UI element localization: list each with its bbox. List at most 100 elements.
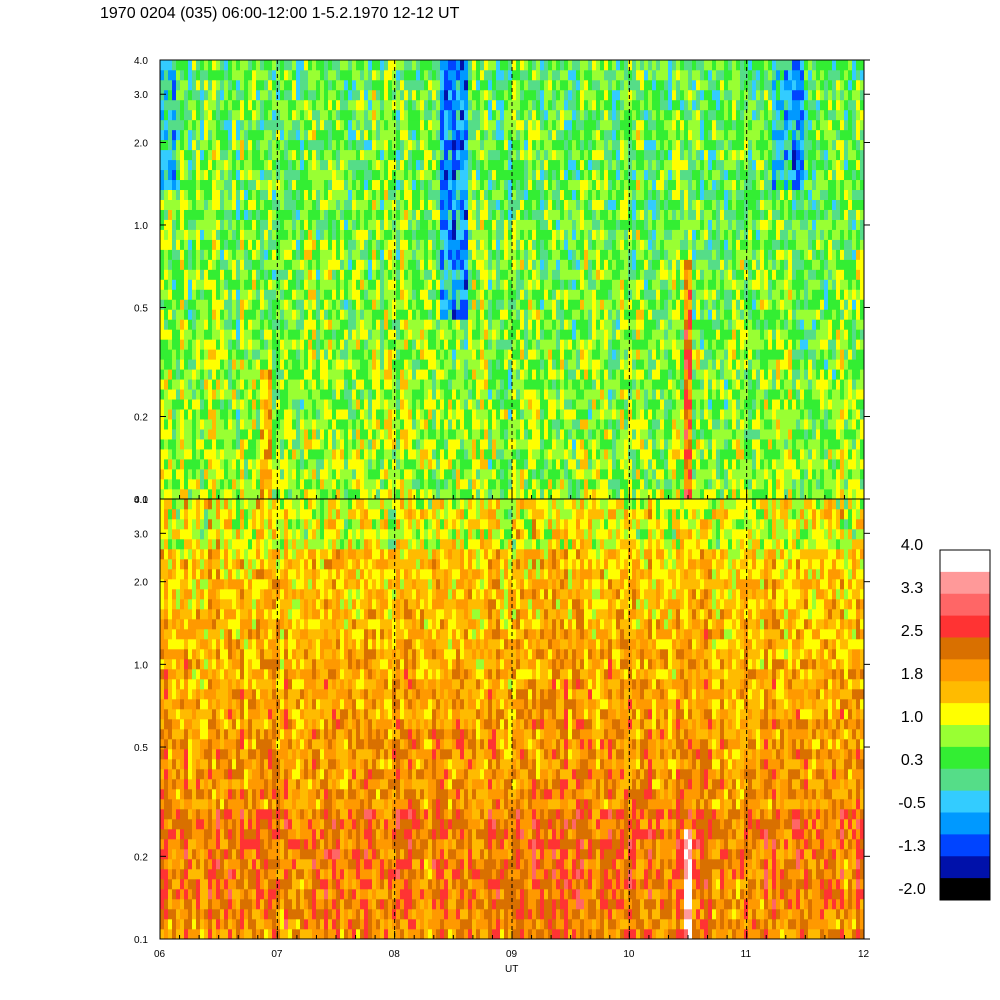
heatmap-cell	[612, 349, 617, 360]
heatmap-cell	[308, 99, 313, 111]
heatmap-cell	[476, 189, 481, 200]
heatmap-cell	[296, 249, 301, 260]
heatmap-cell	[576, 449, 581, 460]
heatmap-cell	[380, 189, 385, 200]
heatmap-cell	[376, 409, 381, 420]
heatmap-cell	[232, 139, 237, 151]
heatmap-cell	[212, 399, 217, 410]
heatmap-cell	[484, 149, 489, 161]
heatmap-cell	[512, 469, 517, 480]
heatmap-cell	[488, 419, 493, 430]
heatmap-cell	[192, 159, 197, 171]
heatmap-cell	[464, 179, 469, 191]
heatmap-cell	[368, 449, 373, 460]
heatmap-cell	[188, 339, 193, 350]
heatmap-cell	[484, 269, 489, 280]
heatmap-cell	[444, 409, 449, 420]
heatmap-cell	[432, 269, 437, 280]
heatmap-cell	[368, 129, 373, 141]
heatmap-cell	[608, 459, 613, 470]
heatmap-cell	[572, 469, 577, 480]
heatmap-cell	[540, 399, 545, 410]
heatmap-cell	[256, 419, 261, 430]
heatmap-cell	[484, 229, 489, 240]
heatmap-cell	[168, 129, 173, 141]
heatmap-cell	[540, 289, 545, 300]
heatmap-cell	[320, 339, 325, 350]
heatmap-cell	[420, 419, 425, 430]
heatmap-cell	[284, 69, 289, 81]
heatmap-cell	[280, 379, 285, 390]
heatmap-cell	[492, 129, 497, 141]
heatmap-cell	[324, 129, 329, 141]
heatmap-cell	[208, 109, 213, 121]
heatmap-cell	[164, 179, 169, 191]
heatmap-cell	[368, 389, 373, 400]
heatmap-cell	[256, 209, 261, 220]
heatmap-cell	[268, 159, 273, 171]
heatmap-cell	[312, 489, 317, 500]
heatmap-cell	[364, 119, 369, 131]
heatmap-cell	[200, 189, 205, 200]
heatmap-cell	[356, 409, 361, 420]
heatmap-cell	[164, 149, 169, 161]
heatmap-cell	[352, 219, 357, 230]
heatmap-cell	[248, 439, 253, 450]
heatmap-cell	[228, 229, 233, 240]
heatmap-cell	[204, 269, 209, 280]
heatmap-cell	[180, 459, 185, 470]
heatmap-cell	[460, 379, 465, 390]
heatmap-cell	[516, 179, 521, 191]
heatmap-cell	[308, 329, 313, 340]
heatmap-cell	[560, 349, 565, 360]
heatmap-cell	[608, 279, 613, 290]
heatmap-cell	[448, 359, 453, 370]
heatmap-cell	[288, 169, 293, 181]
heatmap-cell	[504, 89, 509, 101]
heatmap-cell	[232, 349, 237, 360]
heatmap-cell	[316, 369, 321, 380]
heatmap-cell	[588, 99, 593, 111]
heatmap-cell	[500, 209, 505, 220]
heatmap-cell	[612, 299, 617, 310]
heatmap-cell	[240, 179, 245, 191]
heatmap-cell	[164, 189, 169, 200]
heatmap-cell	[556, 369, 561, 380]
heatmap-cell	[384, 489, 389, 500]
heatmap-cell	[192, 169, 197, 181]
heatmap-cell	[480, 349, 485, 360]
heatmap-cell	[544, 389, 549, 400]
heatmap-cell	[268, 149, 273, 161]
heatmap-cell	[392, 239, 397, 250]
heatmap-cell	[432, 319, 437, 330]
heatmap-cell	[276, 189, 281, 200]
heatmap-cell	[576, 109, 581, 121]
heatmap-cell	[224, 249, 229, 260]
heatmap-cell	[564, 459, 569, 470]
heatmap-cell	[328, 429, 333, 440]
heatmap-cell	[564, 369, 569, 380]
heatmap-cell	[264, 149, 269, 161]
heatmap-cell	[316, 389, 321, 400]
heatmap-cell	[604, 189, 609, 200]
heatmap-cell	[408, 119, 413, 131]
heatmap-cell	[268, 329, 273, 340]
heatmap-cell	[400, 169, 405, 181]
heatmap-cell	[464, 349, 469, 360]
heatmap-cell	[464, 489, 469, 500]
heatmap-cell	[220, 329, 225, 340]
heatmap-cell	[512, 209, 517, 220]
heatmap-cell	[488, 269, 493, 280]
heatmap-cell	[208, 60, 213, 71]
heatmap-cell	[280, 479, 285, 490]
heatmap-cell	[612, 359, 617, 370]
heatmap-cell	[264, 349, 269, 360]
heatmap-cell	[476, 319, 481, 330]
heatmap-cell	[324, 299, 329, 310]
heatmap-cell	[244, 299, 249, 310]
heatmap-cell	[360, 169, 365, 181]
heatmap-cell	[260, 279, 265, 290]
heatmap-cell	[460, 289, 465, 300]
heatmap-cell	[328, 269, 333, 280]
heatmap-cell	[464, 449, 469, 460]
